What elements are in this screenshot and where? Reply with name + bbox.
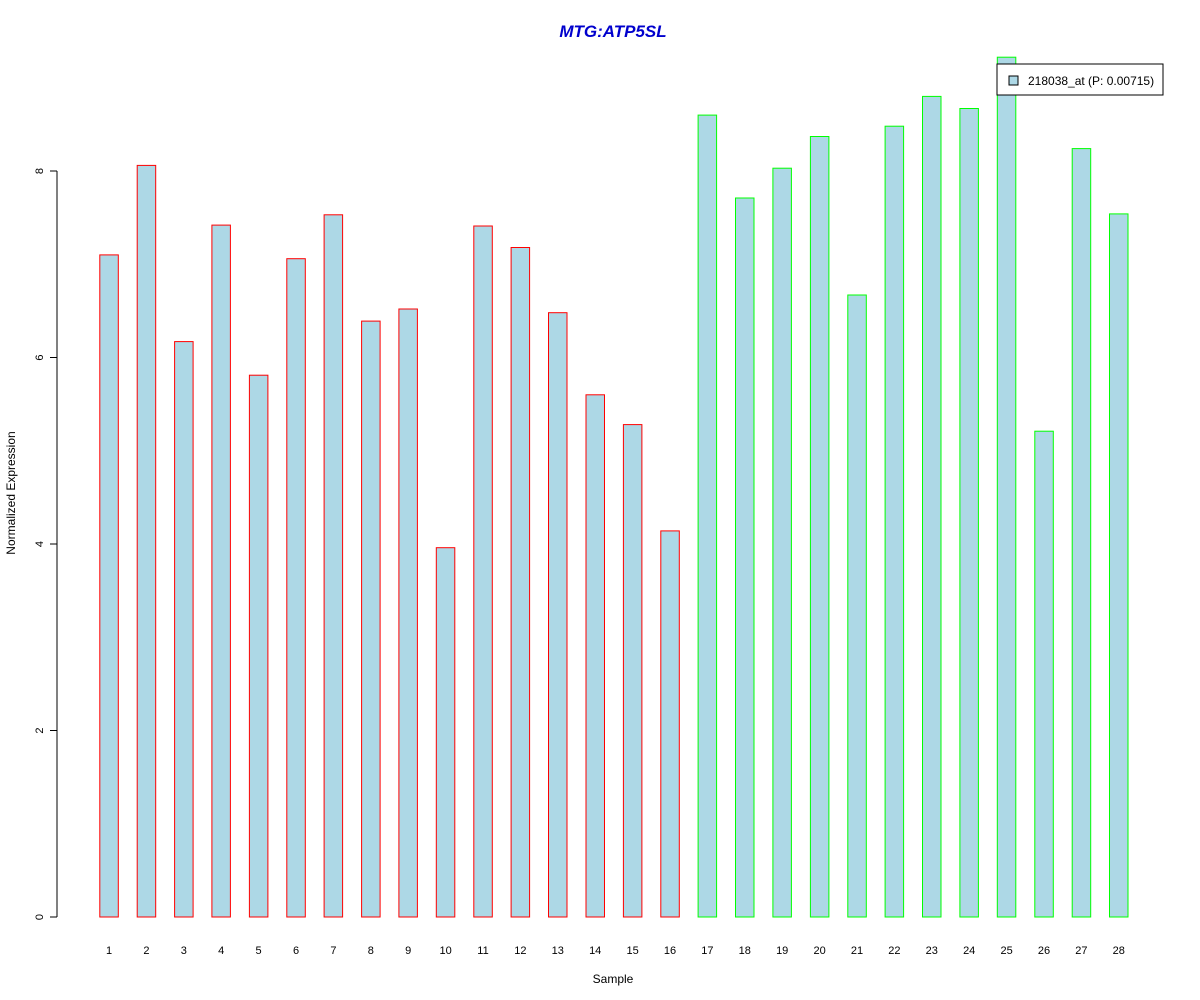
x-tick-label-19: 19 — [776, 945, 788, 957]
bar-sample-11 — [473, 225, 493, 918]
x-tick-label-28: 28 — [1113, 945, 1125, 957]
y-tick-label-2: 2 — [34, 727, 46, 733]
x-tick-label-17: 17 — [701, 945, 713, 957]
bar-sample-15 — [622, 424, 643, 918]
bar-sample-21 — [847, 294, 867, 918]
bar-sample-12 — [510, 247, 531, 918]
x-tick-label-18: 18 — [739, 945, 751, 957]
x-tick-label-1: 1 — [106, 945, 112, 957]
x-tick-label-23: 23 — [926, 945, 938, 957]
x-tick-label-3: 3 — [181, 945, 187, 957]
bar-sample-25 — [996, 56, 1017, 918]
x-tick-label-27: 27 — [1075, 945, 1087, 957]
x-tick-label-10: 10 — [439, 945, 451, 957]
legend: 218038_at (P: 0.00715) — [996, 63, 1164, 96]
bar-sample-26 — [1034, 430, 1054, 918]
y-tick-label-6: 6 — [34, 354, 46, 360]
y-tick-label-8: 8 — [34, 168, 46, 174]
legend-swatch — [1008, 75, 1019, 86]
legend-box — [996, 63, 1164, 96]
x-axis-title: Sample — [593, 972, 634, 986]
x-tick-label-9: 9 — [405, 945, 411, 957]
bar-sample-19 — [772, 167, 792, 918]
bar-sample-17 — [697, 114, 718, 918]
y-axis: 0 2 4 6 8 — [34, 168, 58, 920]
x-axis-labels: 1 2 3 4 5 6 7 8 9 10 11 12 13 14 15 16 17 18 19 20 21 22 23 24 2… — [106, 945, 1125, 957]
chart-title: MTG:ATP5SL — [559, 22, 666, 41]
bar-sample-16 — [660, 530, 680, 918]
x-tick-label-13: 13 — [552, 945, 564, 957]
y-axis-title: Normalized Expression — [4, 431, 18, 554]
x-tick-label-6: 6 — [293, 945, 299, 957]
legend-label: 218038_at (P: 0.00715) — [1028, 74, 1154, 88]
bar-sample-7 — [323, 214, 344, 918]
y-tick-label-4: 4 — [34, 541, 46, 547]
x-tick-label-11: 11 — [477, 945, 488, 957]
x-tick-label-15: 15 — [626, 945, 638, 957]
bar-sample-4 — [211, 224, 231, 918]
x-tick-label-4: 4 — [218, 945, 224, 957]
bar-sample-9 — [398, 308, 418, 918]
bar-sample-13 — [548, 312, 568, 918]
x-tick-label-2: 2 — [143, 945, 149, 957]
bar-sample-28 — [1109, 213, 1129, 918]
x-tick-label-16: 16 — [664, 945, 676, 957]
bar-sample-8 — [361, 320, 381, 918]
x-tick-label-5: 5 — [256, 945, 262, 957]
x-tick-label-20: 20 — [813, 945, 825, 957]
x-tick-label-24: 24 — [963, 945, 975, 957]
bar-sample-20 — [809, 136, 830, 918]
x-tick-label-12: 12 — [514, 945, 526, 957]
bar-sample-18 — [735, 197, 755, 918]
x-tick-label-21: 21 — [851, 945, 863, 957]
bar-sample-14 — [585, 394, 605, 918]
bar-sample-23 — [922, 95, 942, 918]
x-tick-label-14: 14 — [589, 945, 601, 957]
bar-sample-24 — [959, 108, 979, 918]
bar-sample-1 — [99, 254, 119, 918]
x-tick-label-8: 8 — [368, 945, 374, 957]
bar-sample-5 — [248, 374, 269, 918]
bar-sample-6 — [286, 258, 306, 918]
bars-group — [99, 56, 1129, 918]
bar-sample-22 — [884, 125, 905, 918]
x-tick-label-7: 7 — [330, 945, 336, 957]
x-tick-label-22: 22 — [888, 945, 900, 957]
y-tick-label-0: 0 — [34, 914, 46, 920]
bar-sample-3 — [174, 341, 194, 918]
bar-sample-27 — [1071, 148, 1092, 918]
bar-sample-2 — [136, 164, 157, 918]
x-tick-label-26: 26 — [1038, 945, 1050, 957]
bar-sample-10 — [435, 547, 456, 918]
x-tick-label-25: 25 — [1000, 945, 1012, 957]
